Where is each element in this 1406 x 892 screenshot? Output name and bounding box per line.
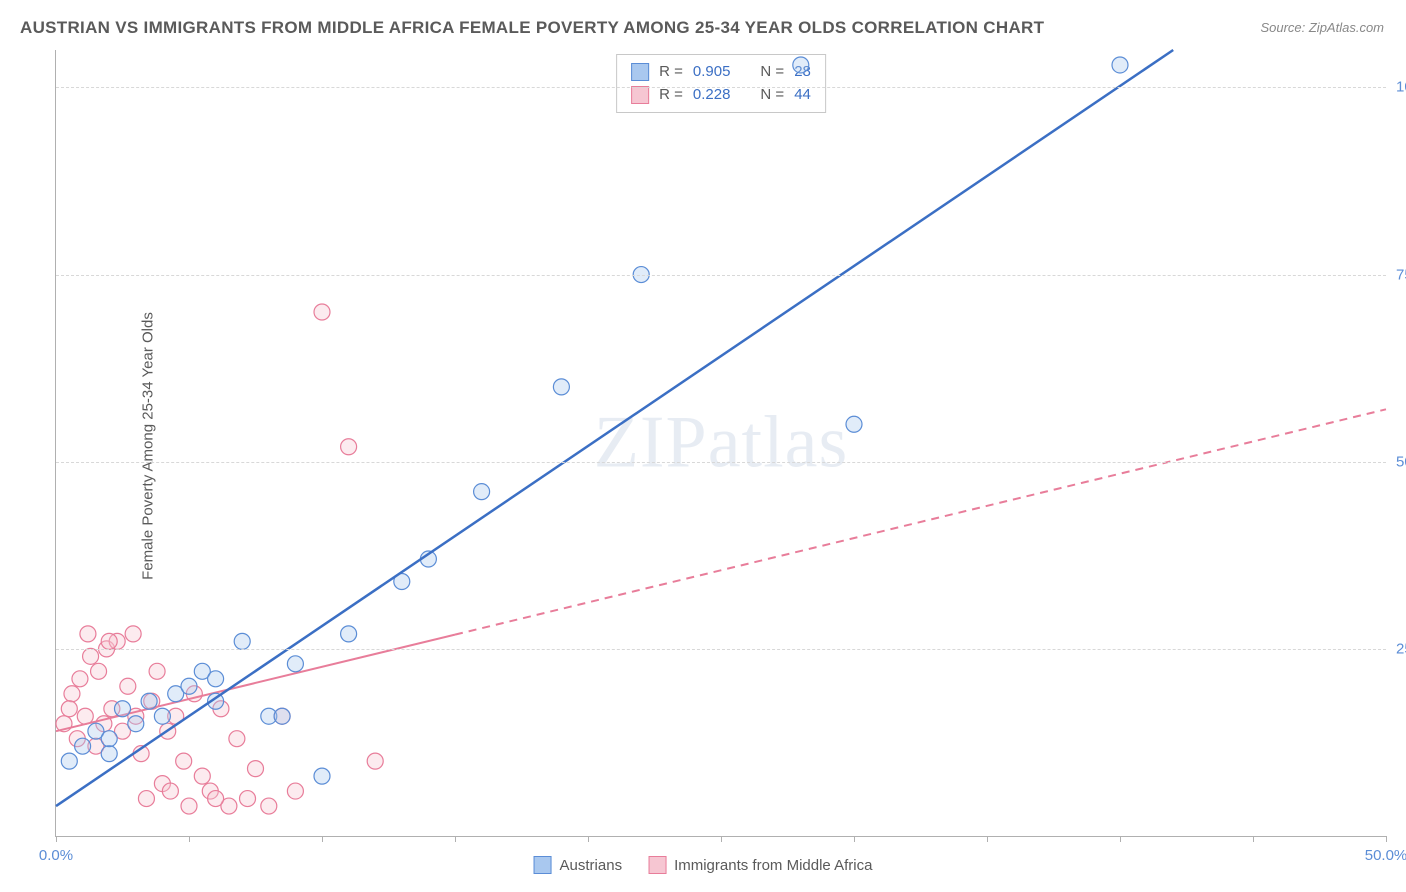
data-point <box>287 783 303 799</box>
data-point <box>75 738 91 754</box>
data-point <box>128 716 144 732</box>
data-point <box>261 798 277 814</box>
data-point <box>83 648 99 664</box>
chart-title: AUSTRIAN VS IMMIGRANTS FROM MIDDLE AFRIC… <box>20 18 1044 38</box>
data-point <box>194 768 210 784</box>
y-tick-label: 50.0% <box>1396 453 1406 470</box>
legend-item: Immigrants from Middle Africa <box>648 856 872 874</box>
data-point <box>64 686 80 702</box>
legend-series: Austrians Immigrants from Middle Africa <box>534 856 873 874</box>
x-tick-label: 0.0% <box>39 847 73 864</box>
legend-item: Austrians <box>534 856 623 874</box>
data-point <box>240 791 256 807</box>
x-tick <box>455 836 456 842</box>
data-point <box>80 626 96 642</box>
data-point <box>208 671 224 687</box>
x-tick <box>987 836 988 842</box>
data-point <box>341 626 357 642</box>
data-point <box>101 633 117 649</box>
data-point <box>138 791 154 807</box>
plot-area: ZIPatlas R = 0.905 N = 28 R = 0.228 N = … <box>55 50 1386 837</box>
legend-swatch <box>648 856 666 874</box>
data-point <box>162 783 178 799</box>
data-point <box>181 678 197 694</box>
data-point <box>115 701 131 717</box>
data-point <box>274 708 290 724</box>
gridline <box>56 275 1386 276</box>
data-point <box>1112 57 1128 73</box>
data-point <box>141 693 157 709</box>
data-point <box>341 439 357 455</box>
data-point <box>314 768 330 784</box>
y-tick-label: 100.0% <box>1396 79 1406 96</box>
legend-label: Austrians <box>560 857 623 874</box>
data-point <box>846 416 862 432</box>
data-point <box>125 626 141 642</box>
legend-label: Immigrants from Middle Africa <box>674 857 872 874</box>
x-tick <box>322 836 323 842</box>
legend-swatch <box>534 856 552 874</box>
data-point <box>553 379 569 395</box>
data-point <box>208 791 224 807</box>
x-tick <box>1386 836 1387 842</box>
trend-line <box>56 50 1173 806</box>
data-point <box>229 731 245 747</box>
data-point <box>176 753 192 769</box>
data-point <box>314 304 330 320</box>
data-point <box>181 798 197 814</box>
source-label: Source: ZipAtlas.com <box>1260 20 1384 35</box>
trend-line-dashed <box>455 409 1386 634</box>
data-point <box>474 484 490 500</box>
data-point <box>101 731 117 747</box>
x-tick <box>56 836 57 842</box>
data-point <box>101 746 117 762</box>
gridline <box>56 87 1386 88</box>
x-tick <box>1120 836 1121 842</box>
x-tick <box>721 836 722 842</box>
data-point <box>234 633 250 649</box>
data-point <box>61 753 77 769</box>
data-point <box>367 753 383 769</box>
x-tick <box>588 836 589 842</box>
x-tick <box>854 836 855 842</box>
data-point <box>61 701 77 717</box>
data-point <box>154 708 170 724</box>
data-point <box>120 678 136 694</box>
x-tick <box>189 836 190 842</box>
plot-svg <box>56 50 1386 836</box>
x-tick-label: 50.0% <box>1365 847 1406 864</box>
data-point <box>91 663 107 679</box>
data-point <box>287 656 303 672</box>
y-tick-label: 75.0% <box>1396 266 1406 283</box>
gridline <box>56 462 1386 463</box>
correlation-chart: AUSTRIAN VS IMMIGRANTS FROM MIDDLE AFRIC… <box>0 0 1406 892</box>
data-point <box>72 671 88 687</box>
gridline <box>56 649 1386 650</box>
y-tick-label: 25.0% <box>1396 640 1406 657</box>
data-point <box>793 57 809 73</box>
x-tick <box>1253 836 1254 842</box>
data-point <box>248 761 264 777</box>
data-point <box>149 663 165 679</box>
